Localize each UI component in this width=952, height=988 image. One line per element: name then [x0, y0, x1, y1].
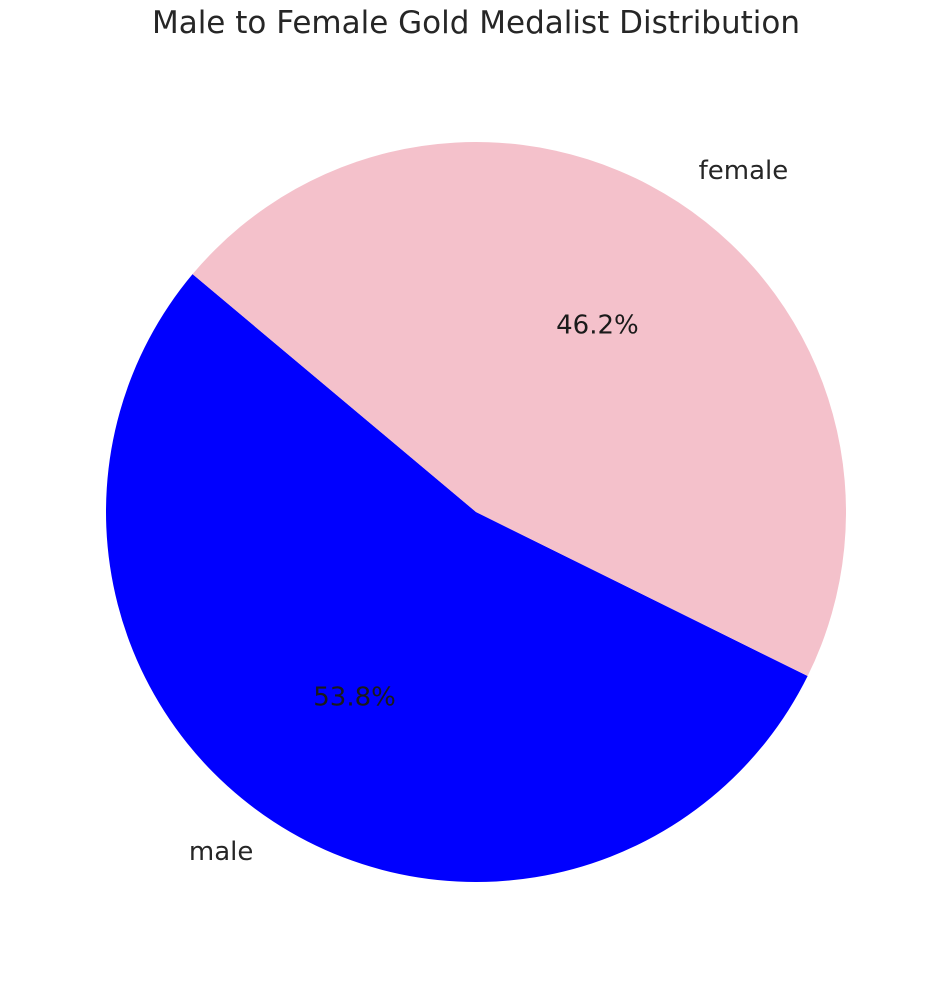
slice-percent-female: 46.2%	[556, 311, 639, 341]
slice-percent-male: 53.8%	[313, 682, 396, 712]
pie-labels: male 53.8% female 46.2%	[189, 156, 788, 867]
slice-label-male: male	[189, 837, 253, 867]
slice-label-female: female	[699, 156, 789, 186]
pie-slice-male	[106, 274, 808, 882]
chart-title: Male to Female Gold Medalist Distributio…	[152, 5, 800, 41]
pie-slice-female	[192, 141, 847, 677]
pie-slices	[106, 141, 847, 882]
